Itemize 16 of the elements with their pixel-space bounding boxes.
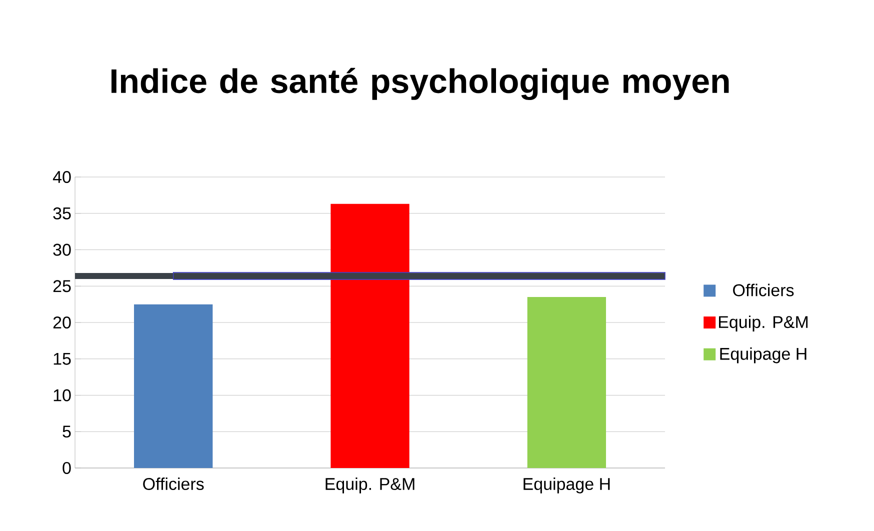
legend-label: Equipage H (720, 347, 806, 364)
x-tick-label: Equipage H (524, 478, 610, 494)
x-tick-label: Officiers (143, 478, 204, 490)
legend-label: Officiers (733, 284, 794, 296)
y-tick-label: 25 (53, 280, 71, 292)
y-tick-label: 0 (62, 462, 71, 474)
y-tick-label: 15 (54, 352, 71, 365)
y-tick-label: 20 (53, 316, 71, 329)
y-tick-label: 40 (52, 170, 71, 184)
y-tick-label: 10 (54, 389, 71, 402)
y-tick-label: 35 (53, 207, 71, 220)
y-tick-label: 5 (62, 426, 71, 438)
x-tick-label: Equip. P&M (326, 478, 414, 494)
y-tick-label: 30 (53, 244, 71, 256)
chart-title: Indice de santé psychologique moyen (111, 68, 729, 100)
legend-label: Equip. P&M (719, 316, 808, 332)
